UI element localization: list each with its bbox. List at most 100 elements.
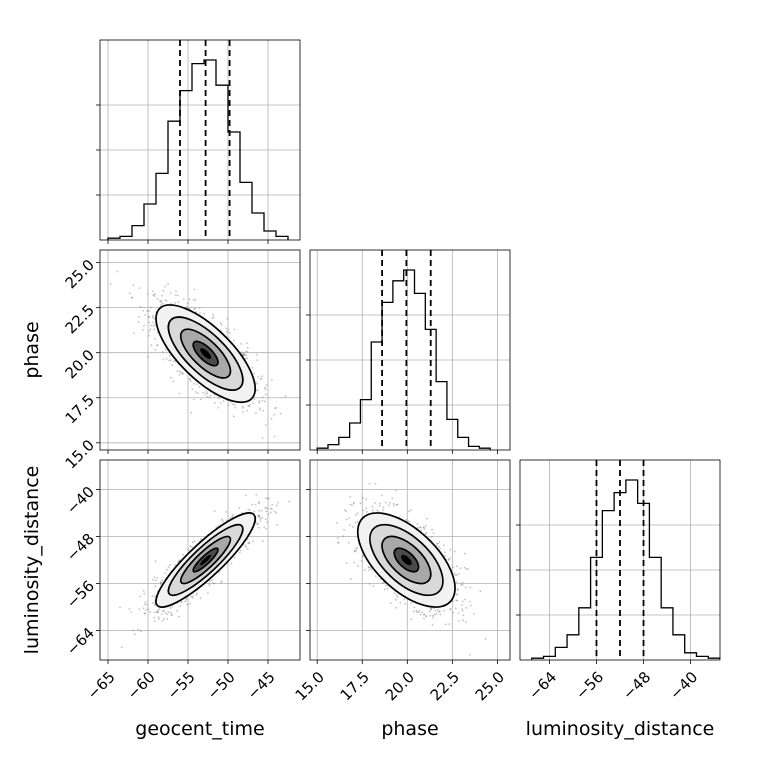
sample-point — [166, 568, 168, 571]
sample-point — [170, 612, 173, 614]
sample-point — [271, 508, 273, 511]
y-axis-label: phase — [21, 321, 43, 378]
sample-point — [395, 606, 397, 609]
sample-point — [160, 304, 163, 307]
histogram-step-luminosity_distance — [531, 479, 720, 660]
sample-point — [258, 401, 261, 404]
sample-point — [214, 401, 216, 404]
sample-point — [420, 529, 423, 532]
sample-point — [247, 404, 250, 407]
sample-point — [171, 605, 174, 608]
contour-line-3 — [393, 547, 420, 573]
sample-point — [463, 566, 466, 569]
sample-point — [152, 317, 155, 320]
sample-point — [356, 520, 359, 523]
sample-point — [178, 373, 181, 376]
sample-point — [455, 565, 458, 568]
density-panel-luminosity_distance-vs-geocent_time — [100, 460, 300, 660]
sample-point — [153, 328, 155, 331]
sample-point — [359, 502, 362, 505]
sample-point — [231, 514, 234, 516]
density-level-4 — [401, 554, 412, 566]
sample-point — [178, 615, 180, 618]
sample-point — [131, 296, 133, 299]
sample-point — [156, 576, 159, 579]
sample-point — [184, 600, 186, 603]
sample-point — [374, 502, 376, 504]
x-tick-label: −40 — [666, 668, 701, 703]
sample-point — [336, 522, 338, 524]
sample-point — [274, 407, 277, 409]
sample-point — [246, 347, 249, 349]
sample-point — [157, 616, 160, 619]
y-tick-label: 15.0 — [62, 436, 98, 472]
sample-point — [345, 510, 347, 513]
sample-point — [165, 348, 167, 351]
sample-point — [154, 585, 157, 588]
sample-point — [158, 618, 160, 621]
sample-point — [208, 396, 211, 399]
sample-point — [269, 511, 272, 514]
panel-frame — [99, 459, 301, 661]
sample-point — [422, 613, 425, 616]
sample-point — [248, 541, 251, 544]
sample-point — [429, 608, 432, 610]
sample-point — [241, 353, 244, 356]
sample-point — [241, 353, 244, 355]
sample-point — [220, 581, 223, 584]
sample-point — [344, 509, 346, 511]
sample-point — [439, 547, 441, 550]
sample-point — [258, 526, 260, 529]
sample-point — [259, 378, 262, 380]
sample-point — [365, 498, 368, 501]
sample-point — [258, 509, 260, 512]
sample-point — [362, 554, 364, 557]
sample-point — [273, 435, 276, 438]
sample-point — [264, 400, 266, 403]
sample-point — [253, 398, 256, 401]
sample-point — [190, 411, 192, 414]
sample-point — [152, 294, 155, 297]
sample-point — [243, 351, 246, 354]
sample-point — [222, 400, 225, 402]
sample-point — [233, 556, 236, 559]
sample-point — [419, 613, 422, 616]
sample-point — [351, 525, 354, 528]
sample-point — [153, 604, 156, 607]
sample-point — [352, 501, 355, 504]
y-tick-label: 22.5 — [62, 301, 98, 337]
sample-point — [253, 510, 256, 513]
sample-point — [188, 377, 191, 380]
sample-point — [264, 506, 267, 509]
sample-point — [150, 324, 152, 327]
sample-point — [151, 316, 154, 319]
sample-point — [251, 503, 254, 506]
sample-point — [260, 375, 263, 378]
sample-point — [239, 549, 242, 552]
sample-point — [185, 598, 188, 601]
sample-point — [267, 497, 270, 500]
contour-line-2 — [381, 535, 432, 585]
sample-point — [405, 518, 408, 521]
sample-point — [376, 509, 379, 512]
sample-point — [386, 587, 389, 590]
sample-point — [261, 516, 264, 519]
sample-point — [176, 609, 178, 612]
sample-point — [144, 603, 146, 606]
sample-point — [185, 597, 188, 600]
sample-point — [153, 616, 156, 619]
sample-point — [167, 611, 170, 614]
sample-point — [246, 351, 249, 353]
sample-point — [116, 270, 119, 273]
sample-point — [267, 513, 270, 516]
x-tick-label: −60 — [124, 668, 159, 703]
sample-point — [443, 544, 445, 547]
sample-point — [428, 610, 431, 613]
sample-point — [240, 351, 243, 354]
sample-point — [245, 354, 247, 357]
sample-point — [385, 584, 388, 587]
sample-point — [337, 537, 339, 539]
sample-point — [284, 395, 287, 398]
sample-point — [149, 306, 152, 309]
